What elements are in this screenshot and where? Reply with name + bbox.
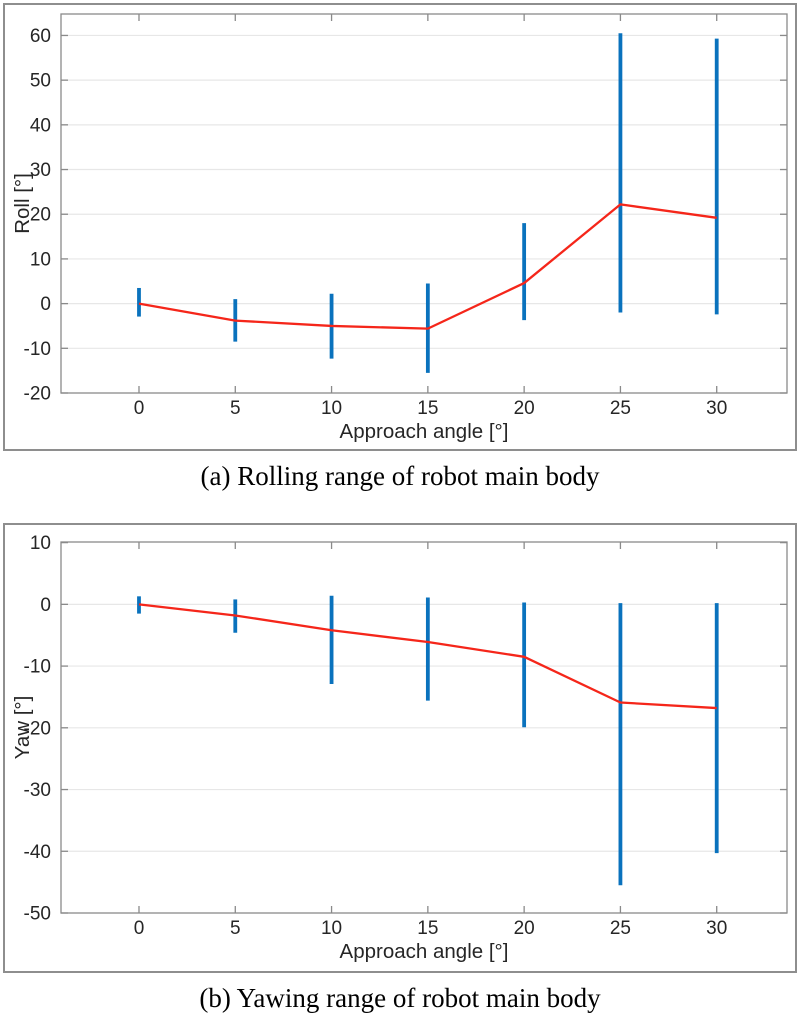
x-tick-label: 25 xyxy=(610,398,631,419)
y-tick-label: -50 xyxy=(24,904,51,925)
y-tick-label: -20 xyxy=(24,384,51,405)
y-tick-label: -40 xyxy=(24,842,51,863)
caption-a: (a) Rolling range of robot main body xyxy=(200,461,600,491)
x-tick-label: 5 xyxy=(230,398,241,419)
x-tick-label: 15 xyxy=(417,918,438,939)
axes-box xyxy=(60,13,788,394)
y-tick-label: -10 xyxy=(24,657,51,678)
mean-line xyxy=(138,603,717,710)
y-tick-label: 50 xyxy=(30,71,51,92)
y-axis-label: Yaw [°] xyxy=(11,696,34,760)
yaw-figure: 0 5 10 15 20 25 30 -50 -40 -30 -20 -10 0 10 Approach a… xyxy=(3,523,797,973)
x-tick-label: 0 xyxy=(134,918,145,939)
y-tick-label: 20 xyxy=(30,205,51,226)
caption-b: (b) Yawing range of robot main body xyxy=(199,983,601,1013)
x-tick-label: 20 xyxy=(514,918,535,939)
roll-chart: 0 5 10 15 20 25 30 -20 -10 0 10 20 30 40 50 60 Approach … xyxy=(11,13,788,443)
x-tick-label: 25 xyxy=(610,918,631,939)
y-tick-label: -10 xyxy=(24,339,51,360)
y-tick-label: 0 xyxy=(40,595,51,616)
y-axis-label: Roll [°] xyxy=(11,173,34,234)
x-tick-label: 15 xyxy=(417,398,438,419)
y-tick-label: 40 xyxy=(30,115,51,136)
mean-line xyxy=(138,203,717,330)
y-tick-label: 60 xyxy=(30,26,51,47)
y-tick-label: 0 xyxy=(40,294,51,315)
x-tick-label: 20 xyxy=(514,398,535,419)
x-tick-label: 30 xyxy=(706,918,727,939)
x-axis-label: Approach angle [°] xyxy=(340,940,509,963)
x-tick-label: 5 xyxy=(230,918,241,939)
y-tick-label: -20 xyxy=(24,718,51,739)
y-tick-label: 10 xyxy=(30,533,51,554)
x-axis-label: Approach angle [°] xyxy=(340,420,509,443)
x-tick-label: 10 xyxy=(321,398,342,419)
x-tick-label: 0 xyxy=(134,398,145,419)
y-tick-label: 10 xyxy=(30,249,51,270)
roll-figure: 0 5 10 15 20 25 30 -20 -10 0 10 20 30 40 50 60 Approach … xyxy=(3,3,797,451)
y-tick-label: -30 xyxy=(24,780,51,801)
y-tick-label: 30 xyxy=(30,160,51,181)
x-tick-label: 30 xyxy=(706,398,727,419)
x-tick-label: 10 xyxy=(321,918,342,939)
